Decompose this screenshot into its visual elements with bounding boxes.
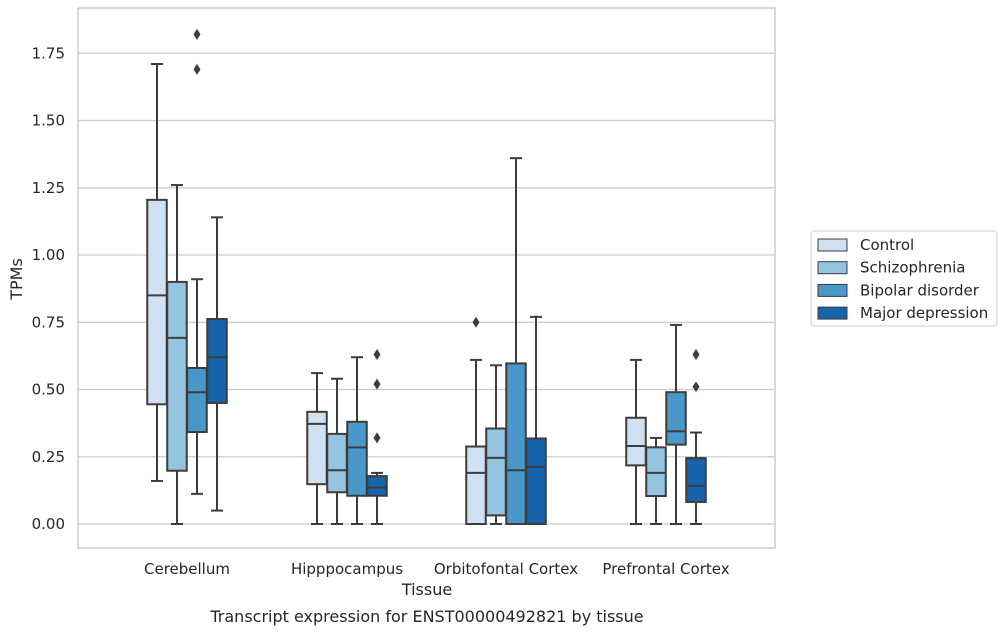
box-group <box>186 28 208 495</box>
box <box>625 416 647 467</box>
plot-area-frame <box>77 7 776 549</box>
legend-label: Control <box>860 236 914 254</box>
box <box>306 410 328 486</box>
x-tick-label: Cerebellum <box>144 560 230 578</box>
outlier-point <box>373 349 381 361</box>
box-group <box>306 372 328 525</box>
legend-frame <box>810 230 998 327</box>
box-group <box>146 63 168 482</box>
box <box>685 457 707 503</box>
legend-label: Schizophrenia <box>860 259 965 277</box>
box <box>366 475 388 497</box>
box-group <box>685 349 707 525</box>
box <box>525 437 547 526</box>
box <box>485 427 507 517</box>
box <box>326 432 348 494</box>
outlier-point <box>472 316 480 328</box>
box-group <box>465 316 487 526</box>
legend-swatch <box>817 261 848 275</box>
outlier-point <box>373 432 381 444</box>
box-group <box>166 184 188 525</box>
legend-swatch <box>817 238 848 252</box>
box-group <box>346 356 368 525</box>
y-tick-label: 1.75 <box>32 44 65 62</box>
y-tick-label: 1.00 <box>32 246 65 264</box>
box-group <box>326 377 348 525</box>
y-axis-label: TPMs <box>7 258 26 301</box>
y-tick-label: 1.50 <box>32 112 65 130</box>
y-tick-label: 1.25 <box>32 179 65 197</box>
box <box>186 366 208 434</box>
outlier-point <box>692 381 700 393</box>
y-axis-ticks: 0.00 0.25 0.50 0.75 1.00 1.25 1.50 1.75 <box>32 44 65 533</box>
box <box>465 445 487 526</box>
box <box>166 280 188 472</box>
box <box>665 391 687 446</box>
box <box>505 362 527 526</box>
figure-caption: Transcript expression for ENST0000049282… <box>209 607 643 626</box>
outlier-point <box>193 28 201 40</box>
box <box>645 446 667 498</box>
box-group <box>665 323 687 525</box>
box-group <box>505 157 527 526</box>
boxes <box>146 28 707 526</box>
outlier-point <box>692 349 700 361</box>
box-group <box>645 436 667 525</box>
legend-swatch <box>817 306 848 320</box>
box <box>146 198 168 406</box>
x-tick-label: Prefrontal Cortex <box>602 560 729 578</box>
box-group <box>206 216 228 512</box>
x-axis-ticks: Cerebellum Hipppocampus Orbitofontal Corte… <box>144 560 730 578</box>
outlier-point <box>373 378 381 390</box>
legend: Control Schizophrenia Bipolar disorder Majo… <box>810 230 998 327</box>
x-tick-label: Hipppocampus <box>291 560 403 578</box>
y-tick-label: 0.00 <box>32 515 65 533</box>
y-tick-label: 0.75 <box>32 313 65 331</box>
box-group <box>525 315 547 526</box>
outlier-point <box>193 63 201 75</box>
box <box>346 420 368 497</box>
x-tick-label: Orbitofontal Cortex <box>434 560 578 578</box>
legend-label: Major depression <box>860 304 988 322</box>
y-tick-label: 0.50 <box>32 381 65 399</box>
legend-label: Bipolar disorder <box>860 281 980 299</box>
box-group <box>625 358 647 525</box>
box-group <box>366 349 388 525</box>
y-tick-label: 0.25 <box>32 448 65 466</box>
box <box>206 318 228 404</box>
x-axis-label: Tissue <box>401 580 452 599</box>
legend-swatch <box>817 283 848 297</box>
